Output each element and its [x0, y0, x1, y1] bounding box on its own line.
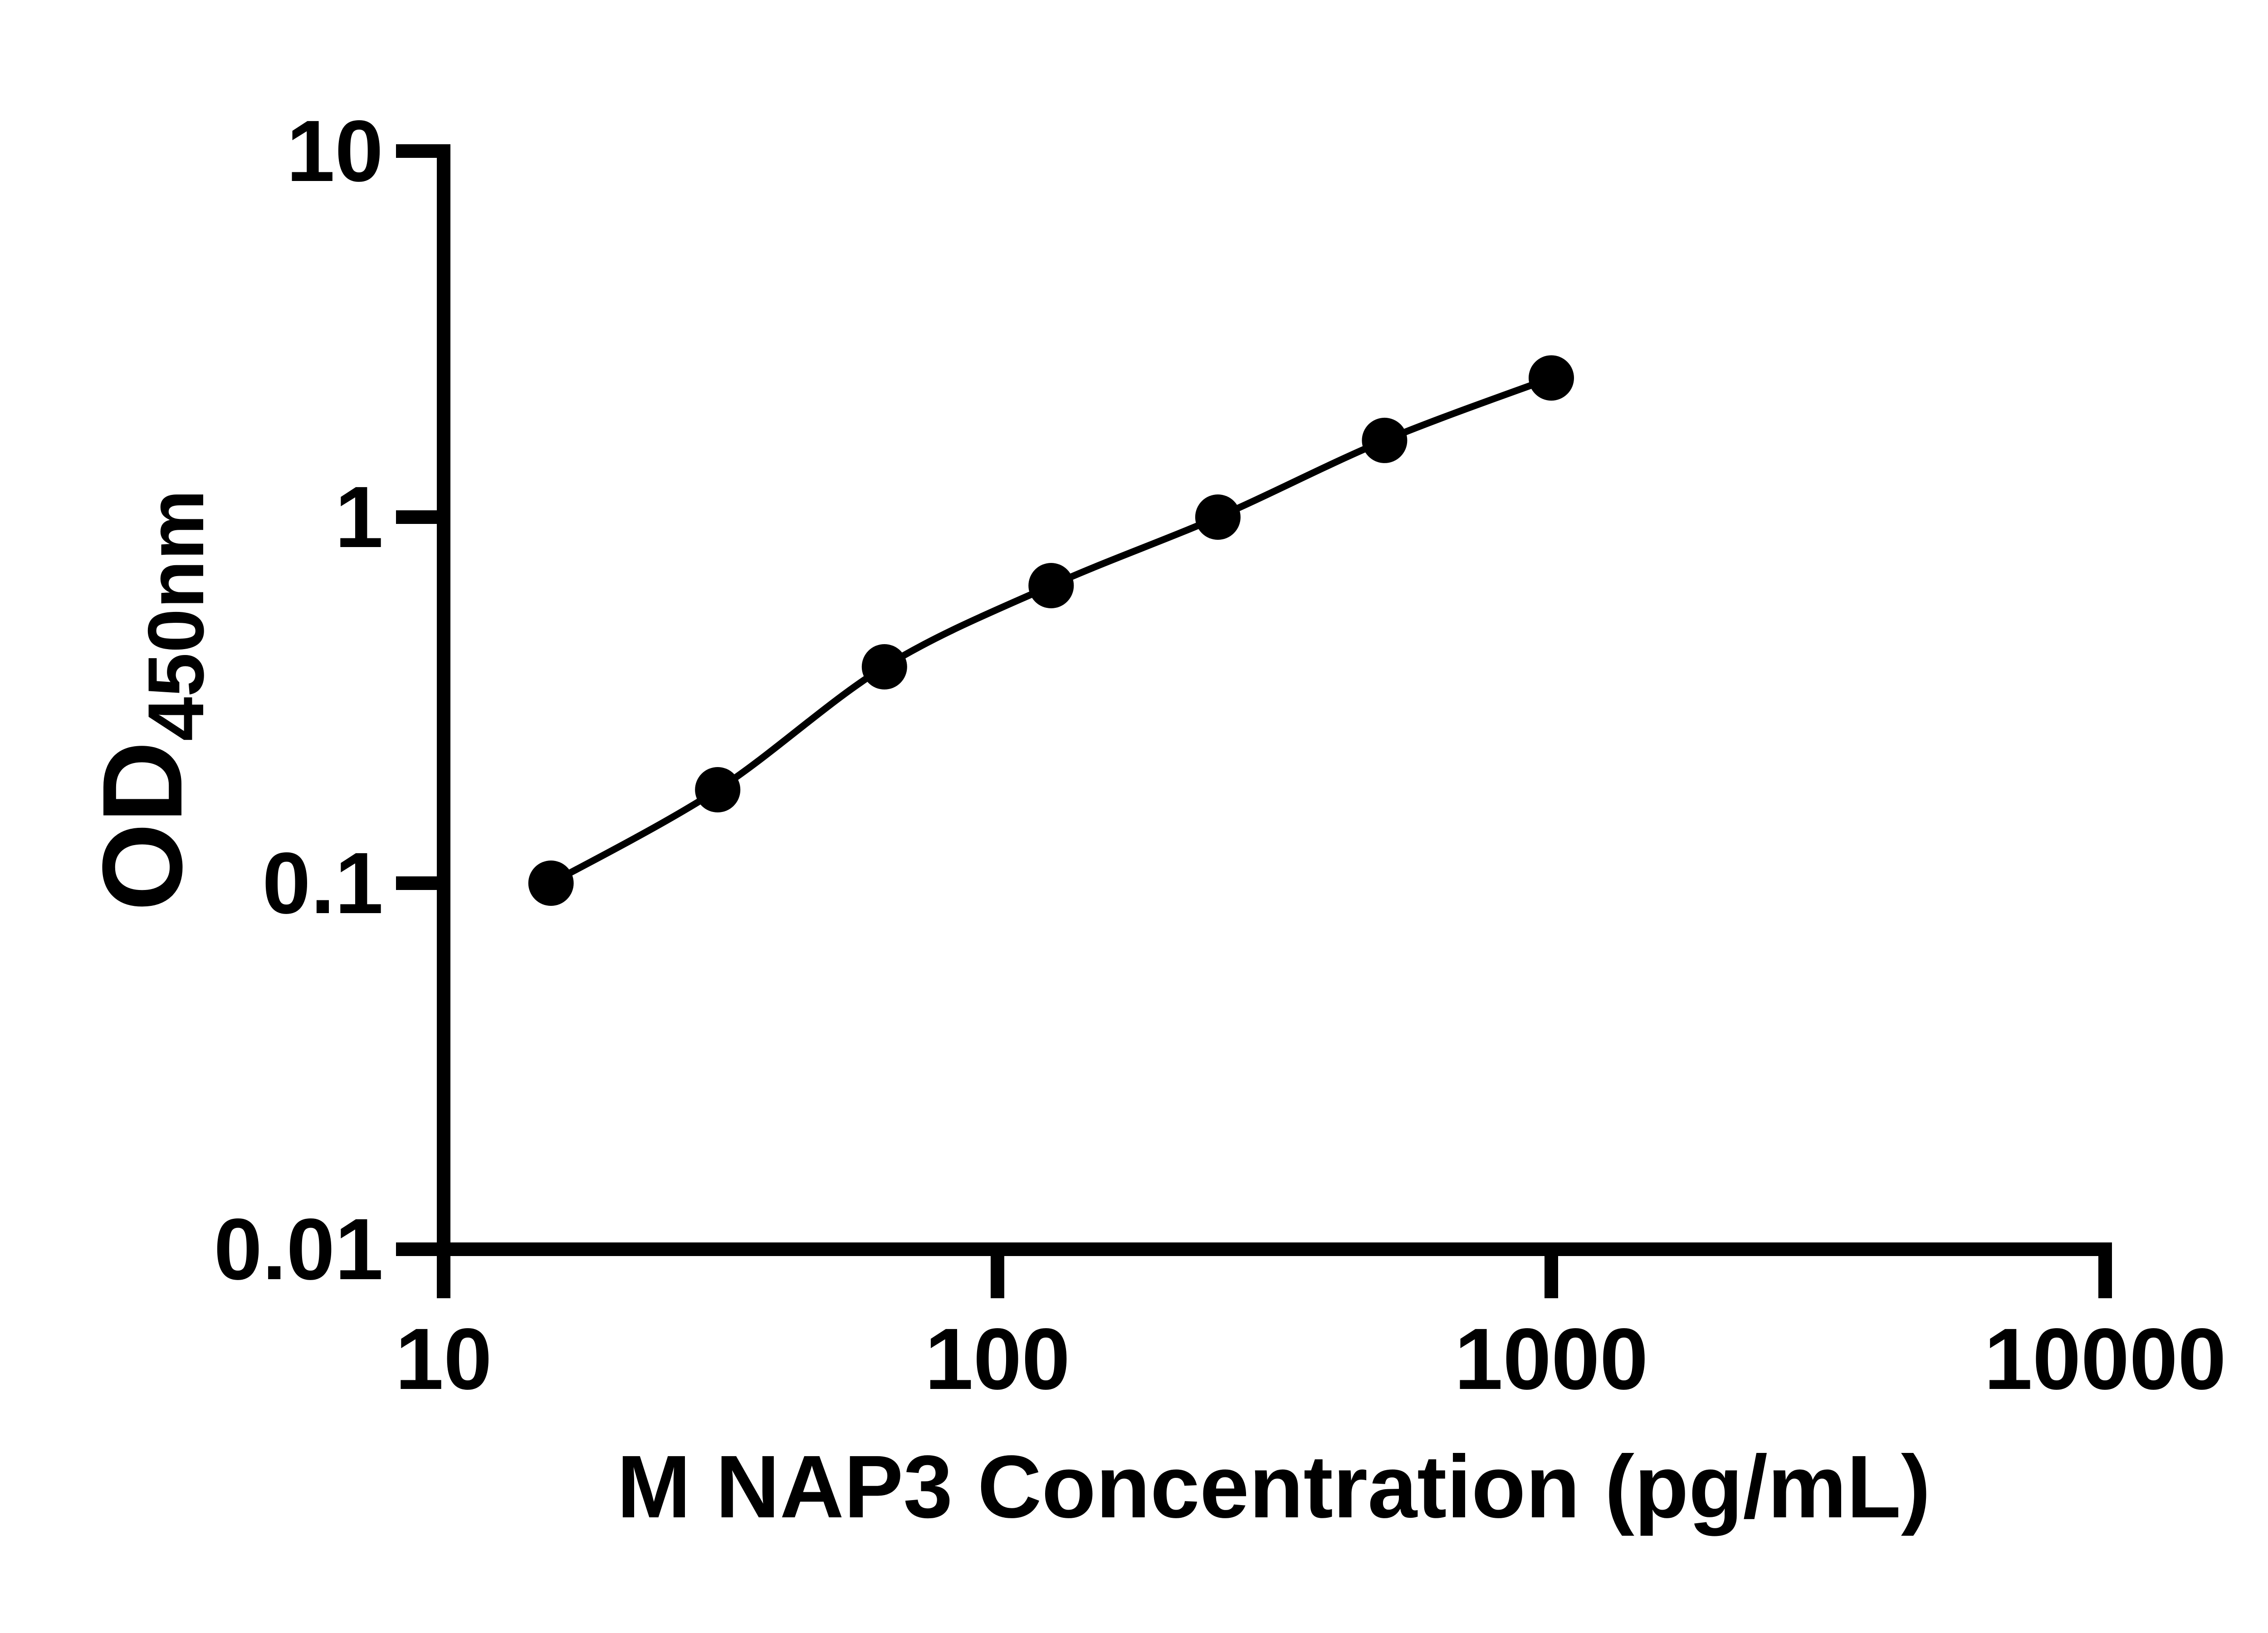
- x-tick-label: 10: [395, 1310, 492, 1408]
- y-axis-title: OD450nm: [79, 489, 220, 911]
- data-point: [1195, 494, 1241, 540]
- y-tick-label: 1: [335, 468, 383, 566]
- y-tick-label: 0.1: [262, 834, 383, 932]
- y-tick-label: 0.01: [214, 1200, 383, 1298]
- y-axis-title-main: OD: [79, 741, 205, 911]
- x-tick-label: 1000: [1454, 1310, 1648, 1408]
- x-axis-title: M NAP3 Concentration (pg/mL): [617, 1437, 1931, 1536]
- data-point: [695, 767, 741, 812]
- data-point: [1028, 563, 1074, 608]
- data-point: [528, 861, 574, 906]
- x-tick-label: 100: [925, 1310, 1070, 1408]
- y-tick-label: 10: [286, 102, 383, 200]
- data-point: [1362, 417, 1408, 463]
- y-axis-title-subscript: 450nm: [132, 489, 220, 741]
- data-point: [861, 644, 907, 689]
- x-tick-label: 10000: [1984, 1310, 2226, 1408]
- data-point: [1529, 355, 1574, 401]
